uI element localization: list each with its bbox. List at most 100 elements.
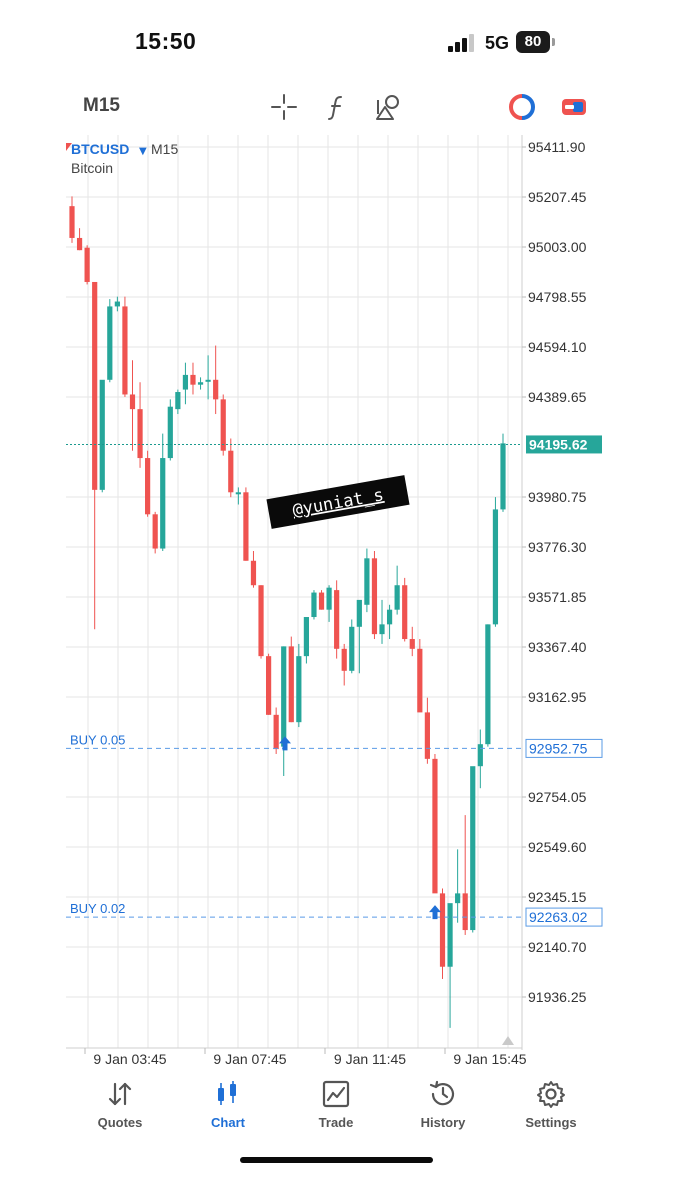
- position-price-badge: [525, 738, 603, 758]
- home-indicator[interactable]: [240, 1157, 433, 1163]
- candle: [265, 653, 272, 715]
- candle-body: [394, 585, 400, 610]
- price-chart[interactable]: 95411.90 95207.45 95003.00 94798.55 94594.10…: [0, 135, 675, 1075]
- candle-body: [69, 206, 75, 238]
- candle: [409, 626, 415, 657]
- candle-body: [311, 592, 317, 618]
- history-clock-icon: [429, 1080, 455, 1106]
- price-tick-label: 94798.55: [528, 289, 587, 305]
- candle: [364, 548, 370, 613]
- candle-body: [356, 599, 362, 627]
- candle: [303, 617, 310, 664]
- candle: [160, 433, 166, 551]
- position-price-label: 92952.75: [529, 740, 588, 756]
- buy-arrow-icon: [429, 905, 441, 920]
- candle-body: [220, 399, 226, 451]
- candle: [258, 585, 264, 659]
- settings-gear-icon: [537, 1081, 565, 1108]
- nav-history[interactable]: History: [393, 1079, 493, 1141]
- candle: [190, 362, 196, 395]
- candle: [455, 849, 461, 923]
- price-tick-label: 92754.05: [528, 789, 587, 805]
- scroll-end-marker[interactable]: [502, 1036, 514, 1045]
- price-tick-label: 92345.15: [528, 889, 587, 905]
- candle: [349, 619, 355, 674]
- candle-body: [235, 492, 241, 495]
- price-tick-label: 95207.45: [528, 189, 587, 205]
- nav-chart[interactable]: Chart: [178, 1079, 278, 1141]
- chart-canvas[interactable]: 95411.90 95207.45 95003.00 94798.55 94594.10…: [0, 135, 675, 1075]
- candle-body: [417, 648, 423, 713]
- status-time: 15:50: [135, 28, 197, 54]
- candle-body: [477, 744, 483, 767]
- battery-level: 80: [524, 33, 542, 50]
- symbol-name[interactable]: BTCUSD: [71, 141, 129, 157]
- candle: [99, 379, 105, 493]
- candle: [485, 624, 491, 747]
- quotes-arrows-icon: [108, 1082, 132, 1106]
- candle-body: [107, 306, 113, 380]
- candle: [386, 604, 393, 640]
- candle: [334, 580, 340, 659]
- chart-grid: [66, 135, 522, 1048]
- candle-body: [273, 714, 279, 750]
- price-tick-label: 93571.85: [528, 589, 587, 605]
- time-tick-label: 9 Jan 03:45: [93, 1051, 166, 1067]
- candle: [296, 643, 302, 728]
- symbol-period: M15: [151, 141, 178, 157]
- battery-tip: [552, 38, 555, 46]
- crosshair-icon[interactable]: [267, 90, 301, 124]
- candle-body: [92, 281, 98, 490]
- time-tick-label: 9 Jan 11:45: [334, 1051, 406, 1067]
- nav-settings-label: Settings: [525, 1115, 577, 1130]
- signal-icon: [448, 34, 474, 52]
- candle-body: [409, 639, 415, 649]
- battery-icon: 80: [516, 31, 550, 53]
- candle-body: [114, 301, 120, 307]
- nav-settings[interactable]: Settings: [501, 1079, 601, 1141]
- price-tick-label: 93980.75: [528, 489, 587, 505]
- candle-body: [213, 379, 219, 400]
- nav-quotes[interactable]: Quotes: [70, 1079, 170, 1141]
- candle: [76, 228, 83, 251]
- candle-body: [296, 656, 302, 723]
- candle-body: [167, 406, 173, 459]
- candle: [288, 636, 294, 723]
- candle: [182, 362, 189, 405]
- symbol-dropdown-icon[interactable]: ▼: [139, 146, 147, 157]
- swap-icon[interactable]: [557, 90, 591, 124]
- price-tick-label: 94594.10: [528, 339, 587, 355]
- candle-body: [364, 558, 370, 605]
- nav-trade[interactable]: Trade: [286, 1079, 386, 1141]
- trading-circle-icon[interactable]: [505, 90, 539, 124]
- candle-body: [250, 560, 257, 586]
- bottom-navigation: Quotes Chart Trade History Settings: [0, 1075, 675, 1145]
- candle-body: [129, 394, 136, 410]
- objects-icon[interactable]: [371, 90, 405, 124]
- price-tick-label: 92549.60: [528, 839, 587, 855]
- candle-body: [145, 458, 151, 515]
- candle: [447, 903, 453, 1028]
- candle-body: [462, 893, 468, 931]
- candles: [69, 196, 506, 1028]
- trade-chart-icon: [322, 1080, 350, 1108]
- candle-body: [182, 374, 189, 390]
- price-tick-label: 95411.90: [528, 139, 586, 155]
- candle-body: [318, 592, 325, 610]
- candle: [114, 296, 120, 312]
- price-tick-label: 95003.00: [528, 239, 587, 255]
- time-axis: 9 Jan 03:45 9 Jan 07:45 9 Jan 11:45 9 Jan 1…: [84, 1048, 527, 1067]
- candle-body: [137, 409, 143, 459]
- symbol-description: Bitcoin: [71, 160, 113, 176]
- candle: [371, 550, 378, 640]
- candle-body: [432, 758, 438, 894]
- candle-body: [205, 379, 211, 382]
- timeframe-button[interactable]: M15: [83, 95, 120, 116]
- candle-body: [485, 624, 491, 745]
- candle: [326, 585, 332, 622]
- candle-body: [303, 617, 310, 657]
- candle-body: [492, 509, 499, 625]
- indicator-f-icon[interactable]: [320, 90, 354, 124]
- candle: [470, 766, 476, 933]
- position-price-label: 92263.02: [529, 909, 588, 925]
